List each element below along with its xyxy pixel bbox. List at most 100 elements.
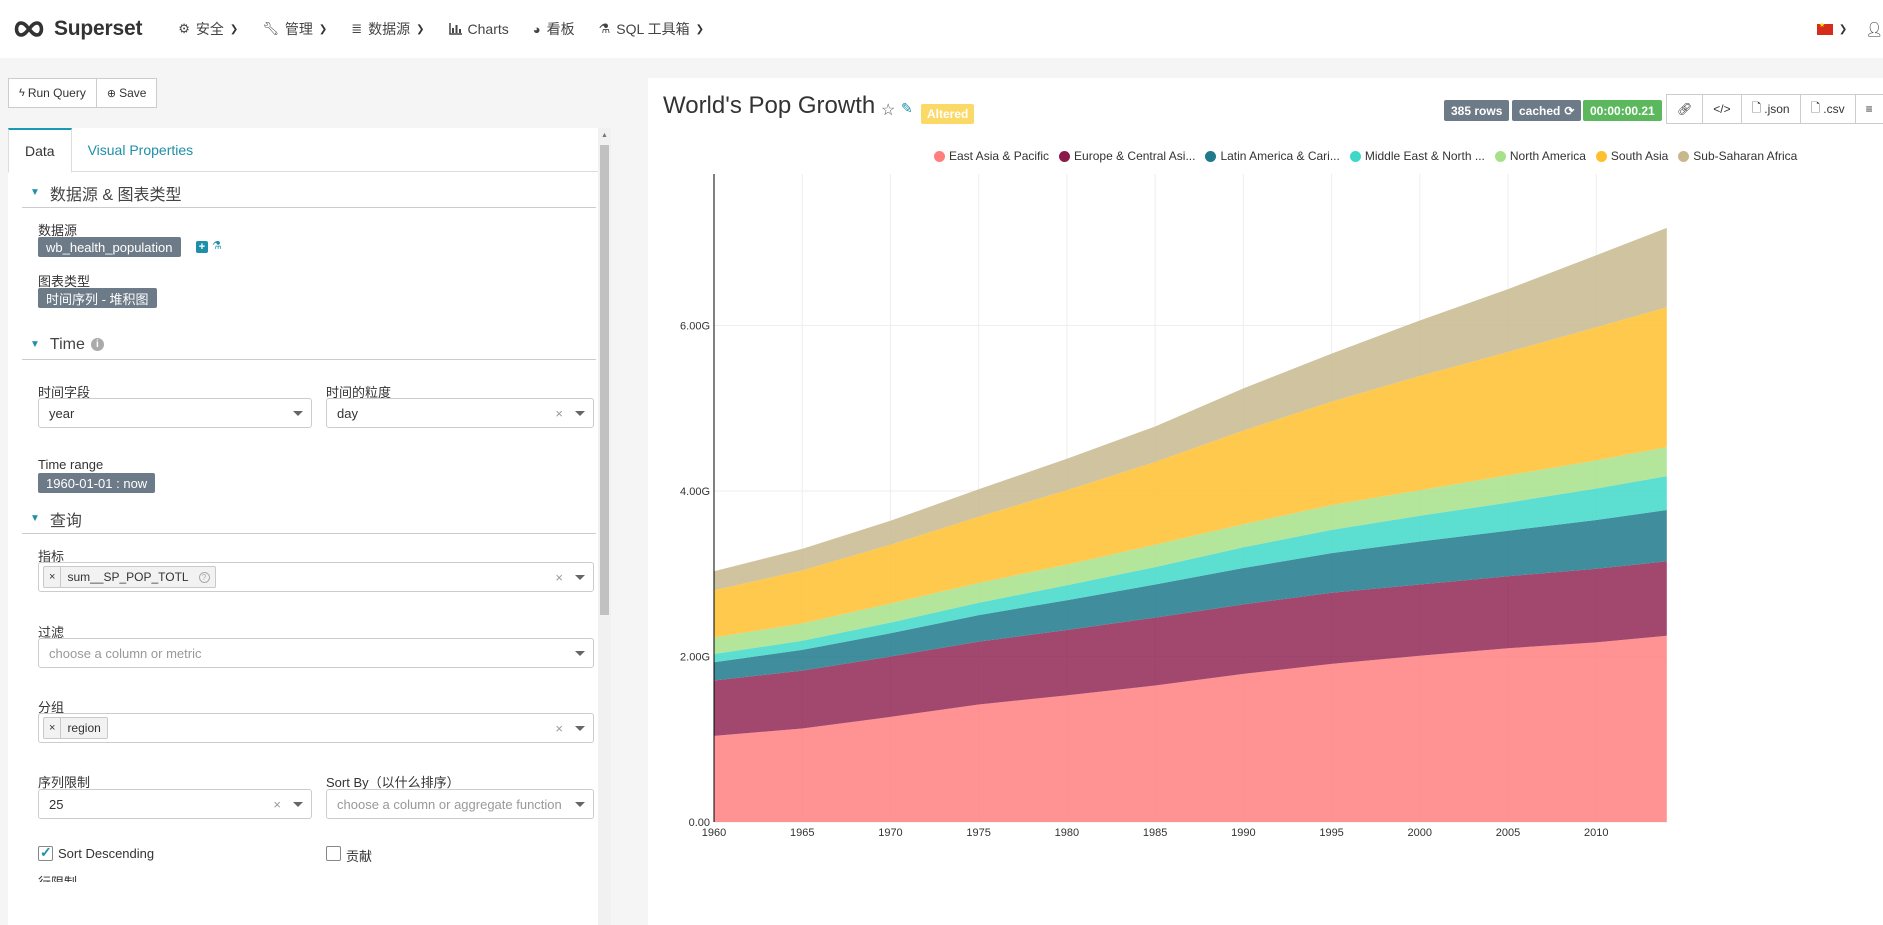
csv-button[interactable]: 🗋︎ .csv	[1800, 94, 1856, 124]
dashboard-icon: ◕	[532, 21, 541, 37]
nav-security[interactable]: ⚙ 安全 ❯	[166, 0, 250, 58]
clear-icon[interactable]: ×	[555, 721, 563, 736]
nav-label: Charts	[467, 21, 509, 37]
cached-badge[interactable]: cached ⟳	[1512, 100, 1582, 121]
legend-item[interactable]: Middle East & North ...	[1349, 149, 1485, 163]
legend-item[interactable]: Sub-Saharan Africa	[1678, 149, 1797, 163]
user-icon[interactable]: 👤︎	[1865, 20, 1883, 37]
info-icon[interactable]: i	[90, 338, 104, 351]
tab-data[interactable]: Data	[8, 128, 72, 173]
section-title: 数据源 & 图表类型	[49, 186, 182, 204]
groupby-chip[interactable]: × region	[43, 717, 108, 739]
legend-dot	[1678, 150, 1690, 162]
question-icon: ?	[198, 571, 210, 583]
database-icon: ≣	[351, 21, 363, 36]
row-count-badge: 385 rows	[1444, 100, 1510, 121]
legend-item[interactable]: South Asia	[1595, 149, 1668, 163]
datasource-label: 数据源	[38, 223, 78, 238]
brand[interactable]: Superset	[12, 0, 142, 58]
edit-icon[interactable]: ✎	[901, 100, 913, 116]
sort-descending-checkbox[interactable]	[38, 844, 53, 861]
time-column-select[interactable]: year	[38, 398, 312, 428]
star-icon[interactable]: ☆	[881, 102, 896, 119]
contribution-checkbox[interactable]	[326, 846, 341, 861]
metrics-select[interactable]: × sum__SP_POP_TOTL ? ×	[38, 562, 594, 592]
save-button[interactable]: ⊕ Save	[96, 78, 158, 108]
section-query[interactable]: ▼ 查询	[22, 504, 596, 534]
add-plus-icon[interactable]: +	[196, 241, 208, 253]
tab-list: Data Visual Properties	[8, 128, 611, 173]
nav-sqllab[interactable]: ⚗ SQL 工具箱 ❯	[587, 0, 716, 58]
save-label: Save	[119, 86, 147, 100]
legend-item[interactable]: Latin America & Cari...	[1205, 149, 1340, 163]
csv-label: .csv	[1823, 102, 1845, 116]
link-icon: 🔗︎	[1677, 102, 1693, 116]
scrollbar-thumb[interactable]	[600, 145, 609, 615]
china-flag-icon[interactable]	[1816, 21, 1833, 35]
nav-dashboards[interactable]: ◕ 看板	[521, 0, 587, 58]
refresh-icon: ⟳	[1564, 103, 1575, 118]
clear-icon[interactable]: ×	[555, 406, 563, 421]
cached-label: cached	[1519, 103, 1561, 118]
chart-title[interactable]: World's Pop Growth	[663, 92, 876, 119]
nav-sources[interactable]: ≣ 数据源 ❯	[339, 0, 436, 58]
embed-button[interactable]: </>	[1703, 94, 1742, 124]
altered-label[interactable]: Altered	[921, 104, 975, 124]
superset-logo-icon	[14, 21, 44, 37]
legend-label: Middle East & North ...	[1364, 149, 1485, 163]
sort-by-select[interactable]: choose a column or aggregate function	[326, 789, 594, 819]
viz-type-tag[interactable]: 时间序列 - 堆积图	[38, 288, 157, 308]
bar-chart-icon	[448, 23, 462, 35]
json-button[interactable]: 🗋︎ .json	[1741, 94, 1801, 124]
link-button[interactable]: 🔗︎	[1666, 94, 1704, 124]
metric-chip[interactable]: × sum__SP_POP_TOTL ?	[43, 566, 216, 588]
section-datasource[interactable]: ▼ 数据源 & 图表类型	[22, 178, 596, 208]
area-series-5	[714, 307, 1667, 638]
time-range-label: Time range	[38, 457, 104, 472]
legend-dot	[1059, 150, 1071, 162]
nav-manage[interactable]: 🔧︎ 管理 ❯	[250, 0, 339, 58]
datasource-tag[interactable]: wb_health_population	[38, 237, 181, 257]
groupby-chip-label: region	[67, 721, 101, 735]
nav-right: ❯ 👤︎	[1816, 0, 1883, 58]
plus-circle-icon: ⊕	[106, 87, 117, 100]
nav-label: 数据源	[368, 21, 411, 37]
contribution-label: 贡献	[346, 849, 373, 864]
x-tick-label: 1985	[1143, 827, 1167, 839]
chart-actions: 🔗︎ </> 🗋︎ .json 🗋︎ .csv ≡	[1666, 94, 1883, 124]
time-grain-select[interactable]: day ×	[326, 398, 594, 428]
chevron-down-icon[interactable]: ❯	[1838, 23, 1848, 35]
dropdown-arrow-icon	[575, 726, 585, 731]
y-tick-label: 4.00G	[680, 486, 710, 498]
legend-label: Sub-Saharan Africa	[1693, 149, 1798, 163]
menu-button[interactable]: ≡	[1855, 94, 1883, 124]
remove-icon[interactable]: ×	[44, 718, 62, 738]
clear-icon[interactable]: ×	[555, 570, 563, 585]
legend-label: Latin America & Cari...	[1220, 149, 1340, 163]
tab-visual-properties[interactable]: Visual Properties	[87, 141, 194, 158]
clear-icon[interactable]: ×	[273, 797, 281, 812]
code-icon: </>	[1713, 102, 1731, 116]
flask-icon[interactable]: ⚗	[212, 240, 222, 252]
chevron-down-icon: ❯	[229, 23, 239, 35]
x-tick-label: 2010	[1584, 827, 1608, 839]
legend-item[interactable]: East Asia & Pacific	[934, 149, 1049, 163]
chevron-down-icon: ❯	[416, 23, 425, 35]
section-time[interactable]: ▼ Time i	[22, 330, 596, 360]
wrench-icon: 🔧︎	[262, 21, 279, 36]
sort-by-label: Sort By（以什么排序）	[326, 775, 460, 790]
legend-item[interactable]: Europe & Central Asi...	[1059, 149, 1195, 163]
remove-icon[interactable]: ×	[44, 567, 62, 587]
filters-select[interactable]: choose a column or metric	[38, 638, 594, 668]
series-limit-select[interactable]: 25 ×	[38, 789, 312, 819]
run-query-button[interactable]: ϟ Run Query	[8, 78, 97, 108]
scroll-up-arrow-icon[interactable]: ▲	[601, 132, 608, 139]
legend-item[interactable]: North America	[1494, 149, 1586, 163]
nav-charts[interactable]: Charts	[437, 0, 521, 58]
groupby-select[interactable]: × region ×	[38, 713, 594, 743]
hamburger-icon: ≡	[1865, 102, 1873, 116]
x-tick-label: 1980	[1055, 827, 1079, 839]
scrollbar[interactable]: ▲	[598, 128, 611, 925]
time-range-tag[interactable]: 1960-01-01 : now	[38, 473, 156, 493]
series-limit-label: 序列限制	[38, 775, 91, 790]
